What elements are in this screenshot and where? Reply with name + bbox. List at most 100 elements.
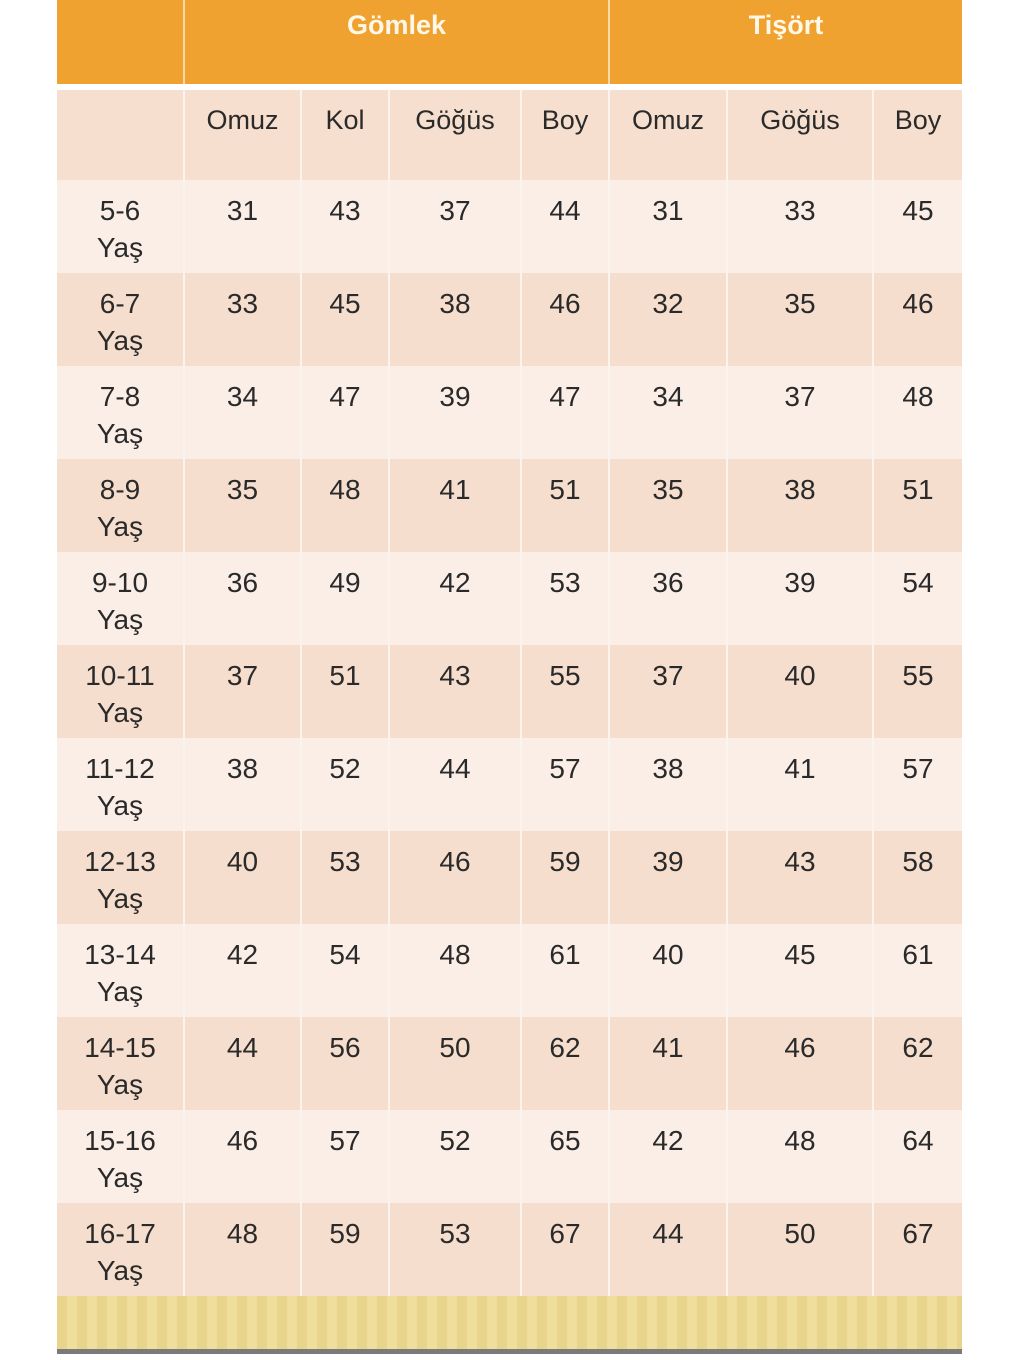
value-cell: 48	[872, 366, 962, 459]
value-cell: 35	[183, 459, 300, 552]
age-range: 16-17	[84, 1218, 156, 1249]
age-range: 11-12	[85, 753, 155, 784]
table-row: 10-11 Yaş 37 51 43 55 37 40 55	[57, 645, 962, 738]
table-row: 7-8 Yaş 34 47 39 47 34 37 48	[57, 366, 962, 459]
age-range: 14-15	[84, 1032, 156, 1063]
age-range: 8-9	[99, 474, 141, 505]
value-cell: 53	[300, 831, 388, 924]
value-cell: 61	[872, 924, 962, 1017]
age-unit: Yaş	[96, 418, 144, 449]
age-range: 13-14	[84, 939, 156, 970]
value-cell: 57	[300, 1110, 388, 1203]
age-unit: Yaş	[96, 697, 144, 728]
value-cell: 67	[520, 1203, 608, 1296]
age-unit: Yaş	[96, 232, 144, 263]
value-cell: 40	[183, 831, 300, 924]
value-cell: 47	[520, 366, 608, 459]
age-range: 5-6	[99, 195, 141, 226]
column-header: Göğüs	[388, 90, 520, 180]
value-cell: 51	[300, 645, 388, 738]
value-cell: 38	[183, 738, 300, 831]
value-cell: 45	[300, 273, 388, 366]
value-cell: 38	[726, 459, 872, 552]
table-row: 14-15 Yaş 44 56 50 62 41 46 62	[57, 1017, 962, 1110]
value-cell: 44	[388, 738, 520, 831]
age-cell: 12-13 Yaş	[57, 831, 183, 924]
value-cell: 51	[872, 459, 962, 552]
value-cell: 59	[300, 1203, 388, 1296]
age-cell: 16-17 Yaş	[57, 1203, 183, 1296]
value-cell: 46	[388, 831, 520, 924]
age-cell: 7-8 Yaş	[57, 366, 183, 459]
size-chart-table: Gömlek Tişört Omuz Kol Göğüs Boy Omuz Gö…	[57, 0, 962, 1354]
value-cell: 48	[183, 1203, 300, 1296]
value-cell: 45	[726, 924, 872, 1017]
age-cell: 13-14 Yaş	[57, 924, 183, 1017]
table-row: 12-13 Yaş 40 53 46 59 39 43 58	[57, 831, 962, 924]
value-cell: 58	[872, 831, 962, 924]
age-range: 10-11	[85, 660, 155, 691]
age-unit: Yaş	[96, 883, 144, 914]
value-cell: 62	[520, 1017, 608, 1110]
value-cell: 36	[183, 552, 300, 645]
value-cell: 42	[388, 552, 520, 645]
value-cell: 37	[183, 645, 300, 738]
column-header: Omuz	[183, 90, 300, 180]
group-header-row: Gömlek Tişört	[57, 0, 962, 84]
age-unit: Yaş	[96, 1162, 144, 1193]
age-cell: 8-9 Yaş	[57, 459, 183, 552]
value-cell: 61	[520, 924, 608, 1017]
age-unit: Yaş	[96, 511, 144, 542]
value-cell: 47	[300, 366, 388, 459]
table-row: 13-14 Yaş 42 54 48 61 40 45 61	[57, 924, 962, 1017]
value-cell: 46	[872, 273, 962, 366]
age-unit: Yaş	[96, 790, 144, 821]
value-cell: 43	[300, 180, 388, 273]
table-row: 9-10 Yaş 36 49 42 53 36 39 54	[57, 552, 962, 645]
table-row: 8-9 Yaş 35 48 41 51 35 38 51	[57, 459, 962, 552]
age-unit: Yaş	[96, 1255, 144, 1286]
value-cell: 62	[872, 1017, 962, 1110]
column-header: Boy	[520, 90, 608, 180]
value-cell: 45	[872, 180, 962, 273]
table-row: 6-7 Yaş 33 45 38 46 32 35 46	[57, 273, 962, 366]
age-cell: 10-11 Yaş	[57, 645, 183, 738]
value-cell: 57	[872, 738, 962, 831]
value-cell: 40	[608, 924, 726, 1017]
value-cell: 44	[183, 1017, 300, 1110]
bottom-border	[57, 1349, 962, 1354]
column-header: Omuz	[608, 90, 726, 180]
value-cell: 31	[608, 180, 726, 273]
value-cell: 48	[388, 924, 520, 1017]
age-cell: 9-10 Yaş	[57, 552, 183, 645]
column-header	[57, 90, 183, 180]
value-cell: 44	[608, 1203, 726, 1296]
column-header: Göğüs	[726, 90, 872, 180]
value-cell: 36	[608, 552, 726, 645]
value-cell: 46	[726, 1017, 872, 1110]
value-cell: 52	[388, 1110, 520, 1203]
value-cell: 56	[300, 1017, 388, 1110]
age-unit: Yaş	[96, 604, 144, 635]
value-cell: 48	[726, 1110, 872, 1203]
table-row: 11-12 Yaş 38 52 44 57 38 41 57	[57, 738, 962, 831]
value-cell: 37	[388, 180, 520, 273]
value-cell: 52	[300, 738, 388, 831]
table-row: 16-17 Yaş 48 59 53 67 44 50 67	[57, 1203, 962, 1296]
value-cell: 42	[183, 924, 300, 1017]
value-cell: 34	[183, 366, 300, 459]
value-cell: 35	[726, 273, 872, 366]
value-cell: 32	[608, 273, 726, 366]
value-cell: 50	[388, 1017, 520, 1110]
value-cell: 39	[726, 552, 872, 645]
value-cell: 33	[726, 180, 872, 273]
age-range: 7-8	[99, 381, 141, 412]
value-cell: 64	[872, 1110, 962, 1203]
age-cell: 14-15 Yaş	[57, 1017, 183, 1110]
column-header: Kol	[300, 90, 388, 180]
table-row: 5-6 Yaş 31 43 37 44 31 33 45	[57, 180, 962, 273]
value-cell: 55	[872, 645, 962, 738]
value-cell: 40	[726, 645, 872, 738]
value-cell: 39	[608, 831, 726, 924]
value-cell: 34	[608, 366, 726, 459]
